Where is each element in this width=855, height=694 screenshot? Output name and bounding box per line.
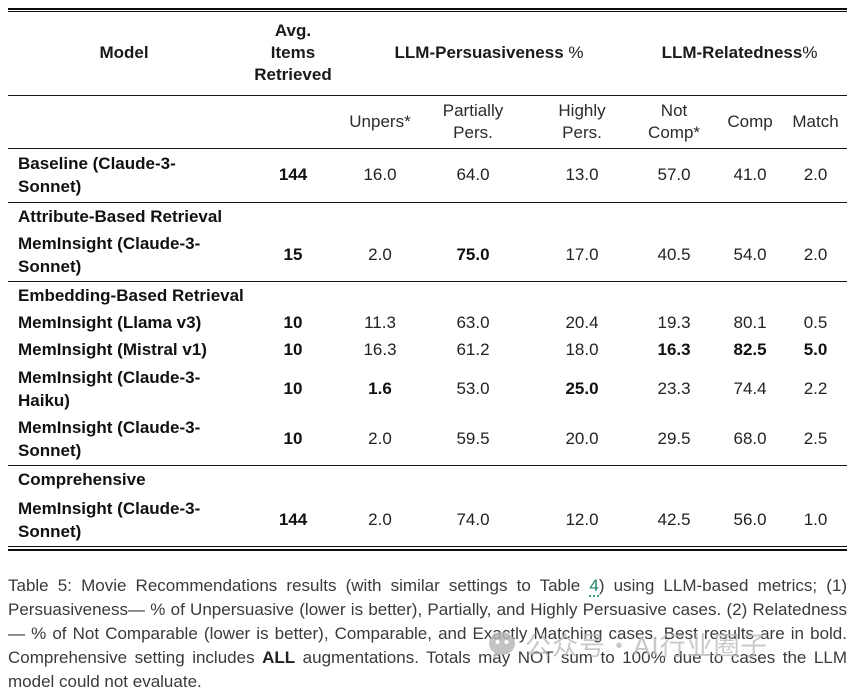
table-row-emb-meminsight-mistral: MemInsight (Mistral v1) 10 16.3 61.2 18.… xyxy=(8,336,847,363)
relatedness-percent-sign: % xyxy=(802,43,818,63)
value-cell-notcomp: 23.3 xyxy=(657,378,691,398)
value-cell-match: 2.5 xyxy=(803,429,828,449)
subheader-empty-model xyxy=(8,94,240,148)
value-cell-unpers: 1.6 xyxy=(368,378,392,398)
header-row-groups: Model Avg. Items Retrieved LLM-Persuasiv… xyxy=(8,12,847,95)
value-cell-notcomp: 42.5 xyxy=(657,509,691,529)
value-cell-partially: 74.0 xyxy=(456,509,490,529)
table-row-baseline: Baseline (Claude-3-Sonnet) 144 16.0 64.0… xyxy=(8,147,848,202)
value-cell-partially: 61.2 xyxy=(456,339,490,359)
value-cell-unpers: 2.0 xyxy=(368,245,392,265)
model-cell: MemInsight (Llama v3) xyxy=(18,313,202,332)
persuasiveness-percent-sign: % xyxy=(563,43,584,63)
table-row-emb-meminsight-llama: MemInsight (Llama v3) 10 11.3 63.0 20.4 … xyxy=(8,309,847,336)
section-row-embedding-based-retrieval: Embedding-Based Retrieval xyxy=(8,280,848,309)
value-cell-match: 2.2 xyxy=(803,378,828,398)
model-cell: MemInsight (Claude-3-Sonnet) xyxy=(18,234,201,277)
value-cell-highly: 12.0 xyxy=(565,509,599,529)
value-cell-notcomp: 29.5 xyxy=(657,429,691,449)
value-cell-highly: 20.0 xyxy=(565,429,599,449)
model-cell: MemInsight (Mistral v1) xyxy=(18,340,207,359)
value-cell-notcomp: 16.3 xyxy=(657,339,691,359)
value-cell-partially: 64.0 xyxy=(414,147,532,202)
subheader-match: Match xyxy=(784,94,848,148)
table-caption: Table 5: Movie Recommendations results (… xyxy=(8,574,847,694)
value-cell-notcomp: 40.5 xyxy=(657,245,691,265)
section-title: Embedding-Based Retrieval xyxy=(8,280,848,309)
value-cell-unpers: 16.0 xyxy=(346,147,414,202)
table-row-comp-meminsight-sonnet: MemInsight (Claude-3-Sonnet) 144 2.0 74.… xyxy=(8,493,847,546)
value-cell-unpers: 11.3 xyxy=(364,312,396,332)
value-cell-comp: 74.4 xyxy=(733,378,767,398)
value-cell-highly: 17.0 xyxy=(565,245,599,265)
value-cell-avg-items: 10 xyxy=(283,339,303,359)
col-group-persuasiveness: LLM-Persuasiveness % xyxy=(394,43,584,63)
value-cell-match: 5.0 xyxy=(803,339,828,359)
value-cell-partially: 53.0 xyxy=(456,378,490,398)
value-cell-comp: 82.5 xyxy=(733,339,767,359)
avg-line-1: Avg. xyxy=(274,21,312,41)
value-cell-match: 2.0 xyxy=(803,245,828,265)
value-cell-match: 2.0 xyxy=(784,147,848,202)
value-cell-comp: 54.0 xyxy=(733,245,767,265)
table-row-attr-meminsight-sonnet: MemInsight (Claude-3-Sonnet) 15 2.0 75.0… xyxy=(8,230,847,281)
value-cell-avg-items: 10 xyxy=(283,378,303,398)
table-top-rule xyxy=(8,8,847,12)
value-cell-partially: 63.0 xyxy=(456,312,490,332)
model-cell: Baseline (Claude-3-Sonnet) xyxy=(8,147,240,202)
results-table: Model Avg. Items Retrieved LLM-Persuasiv… xyxy=(8,12,848,546)
value-cell-notcomp: 19.3 xyxy=(657,312,691,332)
subheader-not-comp: Not Comp* xyxy=(632,94,717,148)
value-cell-avg-items: 144 xyxy=(278,509,308,529)
subheader-unpersuasive: Unpers* xyxy=(346,94,414,148)
caption-bold-all: ALL xyxy=(262,648,296,667)
avg-line-2: Items xyxy=(270,43,316,63)
value-cell-unpers: 16.3 xyxy=(363,339,397,359)
value-cell-match: 0.5 xyxy=(803,312,828,332)
results-table-figure: Model Avg. Items Retrieved LLM-Persuasiv… xyxy=(8,8,848,691)
value-cell-avg-items: 144 xyxy=(240,147,346,202)
caption-text-1: Table 5: Movie Recommendations results (… xyxy=(8,576,590,595)
value-cell-partially: 59.5 xyxy=(456,429,490,449)
table-row-emb-meminsight-haiku: MemInsight (Claude-3-Haiku) 10 1.6 53.0 … xyxy=(8,363,847,414)
value-cell-highly: 25.0 xyxy=(565,378,599,398)
section-title: Attribute-Based Retrieval xyxy=(8,201,848,230)
subheader-highly-pers: Highly Pers. xyxy=(532,94,633,148)
value-cell-highly: 20.4 xyxy=(565,312,599,332)
value-cell-comp: 56.0 xyxy=(733,509,767,529)
value-cell-highly: 18.0 xyxy=(565,339,599,359)
model-cell: MemInsight (Claude-3-Haiku) xyxy=(18,367,201,410)
model-cell: MemInsight (Claude-3-Sonnet) xyxy=(18,498,201,541)
table-row-emb-meminsight-sonnet: MemInsight (Claude-3-Sonnet) 10 2.0 59.5… xyxy=(8,414,847,465)
col-header-model: Model xyxy=(99,43,149,63)
value-cell-match: 1.0 xyxy=(803,509,828,529)
section-row-comprehensive: Comprehensive xyxy=(8,464,848,493)
value-cell-partially: 75.0 xyxy=(456,245,490,265)
caption-text-2: ) using LLM-based metrics; (1) Persuasiv… xyxy=(8,576,847,667)
value-cell-avg-items: 15 xyxy=(283,245,303,265)
col-group-relatedness: LLM-Relatedness% xyxy=(661,43,818,63)
value-cell-highly: 13.0 xyxy=(532,147,633,202)
subheader-empty-avg xyxy=(240,94,346,148)
section-row-attribute-based-retrieval: Attribute-Based Retrieval xyxy=(8,201,848,230)
model-cell: MemInsight (Claude-3-Sonnet) xyxy=(18,418,201,461)
subheader-partially-pers: Partially Pers. xyxy=(414,94,532,148)
avg-line-3: Retrieved xyxy=(254,65,332,85)
table-4-link[interactable]: 4 xyxy=(589,576,599,597)
value-cell-comp: 80.1 xyxy=(733,312,767,332)
value-cell-comp: 68.0 xyxy=(733,429,767,449)
section-title: Comprehensive xyxy=(8,464,848,493)
value-cell-avg-items: 10 xyxy=(283,312,303,332)
value-cell-notcomp: 57.0 xyxy=(632,147,717,202)
table-bottom-rule xyxy=(8,546,847,551)
col-header-avg-items: Avg. Items Retrieved xyxy=(240,12,346,95)
value-cell-avg-items: 10 xyxy=(283,429,303,449)
subheader-comp: Comp xyxy=(716,94,785,148)
header-row-subcolumns: Unpers* Partially Pers. Highly Pers. Not… xyxy=(8,94,848,148)
value-cell-comp: 41.0 xyxy=(716,147,785,202)
value-cell-unpers: 2.0 xyxy=(368,429,392,449)
value-cell-unpers: 2.0 xyxy=(368,509,392,529)
